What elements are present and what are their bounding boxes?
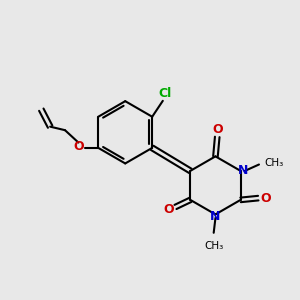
Text: N: N xyxy=(238,164,249,177)
Text: O: O xyxy=(212,123,223,136)
Text: O: O xyxy=(73,140,84,153)
Text: CH₃: CH₃ xyxy=(264,158,284,168)
Text: CH₃: CH₃ xyxy=(204,241,223,250)
Text: N: N xyxy=(210,210,220,223)
Text: O: O xyxy=(261,192,272,205)
Text: O: O xyxy=(163,203,174,216)
Text: Cl: Cl xyxy=(158,87,171,100)
